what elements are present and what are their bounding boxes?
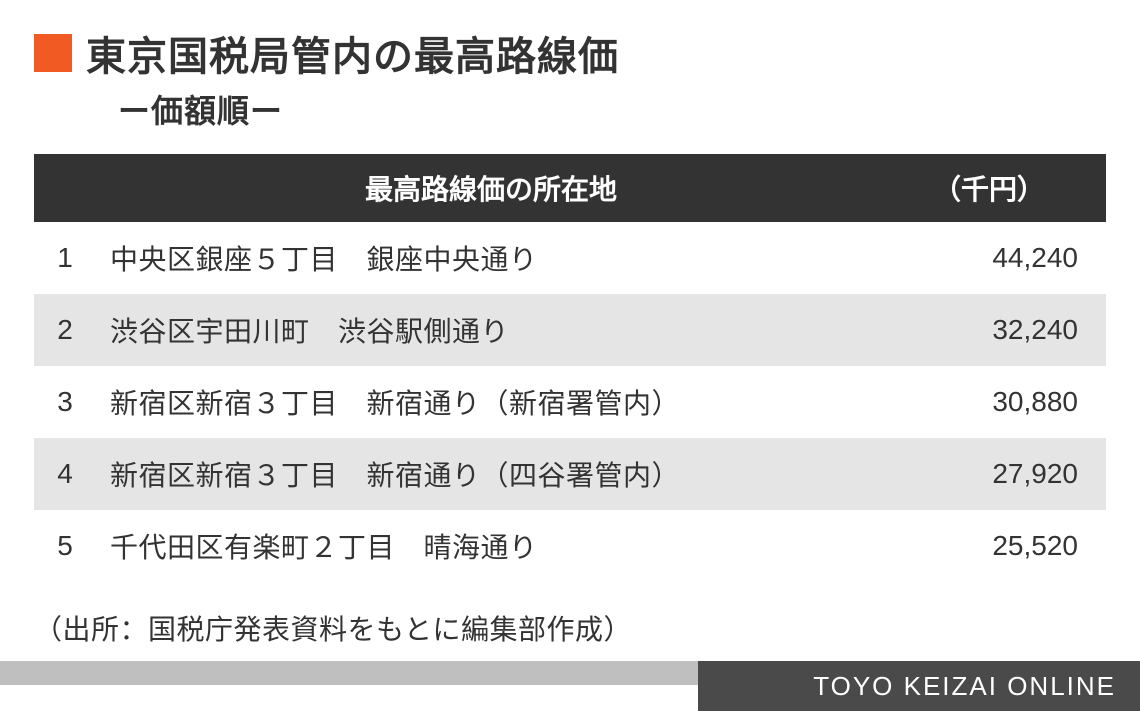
- table-header-row: 最高路線価の所在地 （千円）: [34, 154, 1106, 222]
- cell-location: 新宿区新宿３丁目 新宿通り（新宿署管内）: [96, 366, 886, 438]
- page-subtitle: ー価額順ー: [118, 86, 1106, 132]
- table-row: 3 新宿区新宿３丁目 新宿通り（新宿署管内） 30,880: [34, 366, 1106, 438]
- cell-value: 27,920: [886, 438, 1106, 510]
- table-row: 1 中央区銀座５丁目 銀座中央通り 44,240: [34, 222, 1106, 294]
- cell-rank: 1: [34, 222, 96, 294]
- footer: TOYO KEIZAI ONLINE: [0, 661, 1140, 711]
- source-note: （出所：国税庁発表資料をもとに編集部作成）: [34, 608, 1106, 648]
- cell-rank: 4: [34, 438, 96, 510]
- cell-value: 25,520: [886, 510, 1106, 582]
- cell-rank: 5: [34, 510, 96, 582]
- cell-location: 千代田区有楽町２丁目 晴海通り: [96, 510, 886, 582]
- cell-value: 32,240: [886, 294, 1106, 366]
- cell-rank: 2: [34, 294, 96, 366]
- cell-location: 中央区銀座５丁目 銀座中央通り: [96, 222, 886, 294]
- table-row: 4 新宿区新宿３丁目 新宿通り（四谷署管内） 27,920: [34, 438, 1106, 510]
- footer-brand: TOYO KEIZAI ONLINE: [698, 661, 1140, 711]
- cell-rank: 3: [34, 366, 96, 438]
- cell-location: 新宿区新宿３丁目 新宿通り（四谷署管内）: [96, 438, 886, 510]
- table-row: 2 渋谷区宇田川町 渋谷駅側通り 32,240: [34, 294, 1106, 366]
- title-row: 東京国税局管内の最高路線価: [34, 24, 1106, 82]
- page-title: 東京国税局管内の最高路線価: [86, 24, 619, 82]
- rosenka-table: 最高路線価の所在地 （千円） 1 中央区銀座５丁目 銀座中央通り 44,240 …: [34, 154, 1106, 582]
- col-header-value: （千円）: [886, 154, 1106, 222]
- table-row: 5 千代田区有楽町２丁目 晴海通り 25,520: [34, 510, 1106, 582]
- cell-value: 30,880: [886, 366, 1106, 438]
- col-header-location: 最高路線価の所在地: [96, 154, 886, 222]
- title-marker-icon: [34, 34, 72, 72]
- cell-value: 44,240: [886, 222, 1106, 294]
- col-header-rank: [34, 154, 96, 222]
- cell-location: 渋谷区宇田川町 渋谷駅側通り: [96, 294, 886, 366]
